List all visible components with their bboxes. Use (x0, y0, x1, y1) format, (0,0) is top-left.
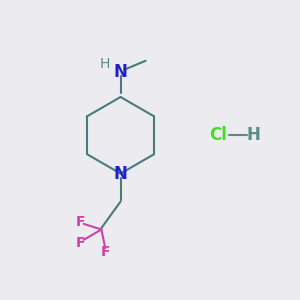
Text: F: F (101, 244, 111, 259)
Text: H: H (246, 126, 260, 144)
Text: F: F (76, 236, 85, 250)
Text: N: N (114, 165, 128, 183)
Text: Cl: Cl (209, 126, 227, 144)
Text: N: N (114, 63, 128, 81)
Text: F: F (76, 215, 85, 229)
Text: H: H (100, 57, 110, 71)
